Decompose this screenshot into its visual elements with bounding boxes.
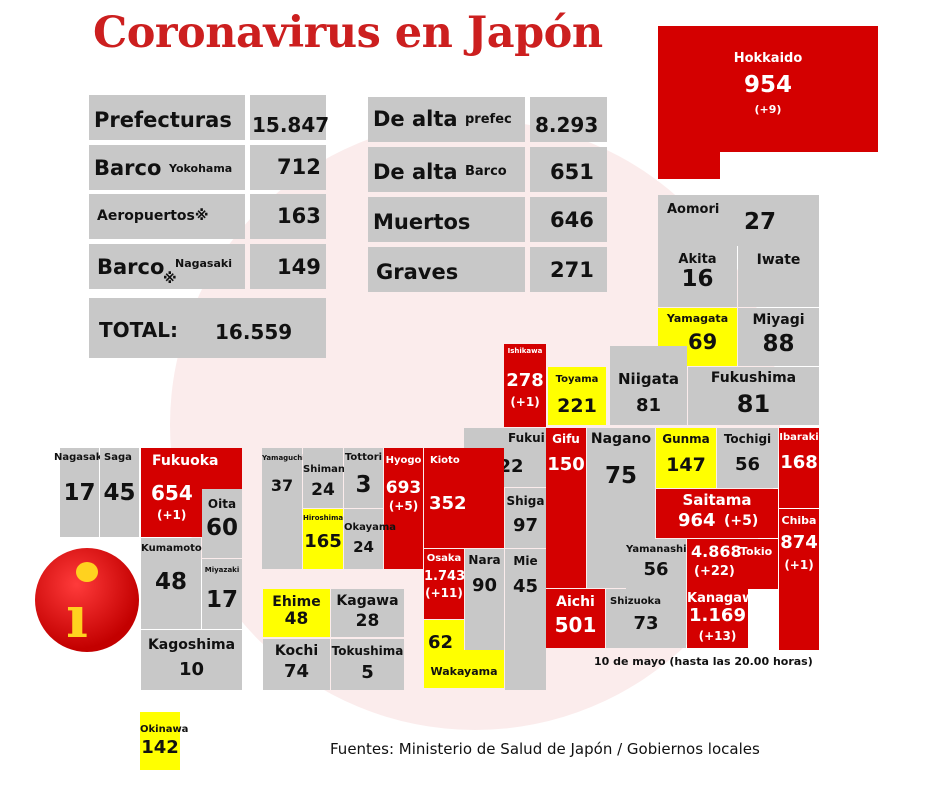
stat-de-alta-barco-label: De alta Barco [368, 147, 525, 192]
prefecture-nagano: Nagano 75 [587, 428, 655, 588]
info-icon-dot [76, 562, 98, 582]
prefecture-aichi: Aichi 501 [546, 589, 605, 648]
prefecture-ishikawa: Ishikawa 278 (+1) [504, 344, 546, 427]
hokkaido-shape [657, 25, 880, 181]
prefecture-yamanashi: Yamanashi 56 [626, 539, 687, 589]
prefecture-saga: Saga 45 [100, 448, 139, 537]
stat-total: TOTAL: 16.559 [89, 298, 326, 358]
prefecture-gunma: Gunma 147 [656, 428, 716, 488]
stat-graves-label: Graves [368, 247, 525, 292]
prefecture-hiroshima: Hiroshima 165 [303, 509, 343, 569]
prefecture-okinawa: Okinawa 142 [140, 712, 188, 770]
stat-muertos-value: 646 [530, 197, 607, 242]
prefecture-hyogo: Hyogo 693 (+5) [384, 448, 423, 569]
stat-barco-nagasaki-label: Barco ※ Nagasaki [89, 244, 245, 289]
prefecture-mie: Mie 45 [505, 549, 546, 690]
prefecture-kagoshima: Kagoshima 10 [141, 630, 242, 690]
prefecture-kochi: Kochi 74 [263, 639, 330, 690]
stat-barco-yokohama-label: Barco Yokohama [89, 145, 245, 190]
prefecture-miyazaki: Miyazaki 17 [202, 559, 242, 629]
prefecture-kumamoto: Kumamoto 48 [141, 538, 202, 629]
prefecture-kanagawa: Kanagawa 1.169 (+13) [687, 589, 763, 648]
stat-barco-nagasaki-value: 149 [250, 244, 326, 289]
prefecture-yamaguchi: Yamaguchi 37 [262, 448, 305, 569]
prefecture-hokkaido: Hokkaido 954 (+9) [733, 51, 803, 116]
prefecture-chiba: Chiba 874 (+1) [779, 509, 819, 650]
prefecture-tokushima: Tokushima 5 [331, 639, 404, 690]
prefecture-kagawa: Kagawa 28 [331, 589, 404, 637]
prefecture-osaka: Osaka 1.743 (+11) [424, 549, 465, 619]
prefecture-okayama: Okayama 24 [344, 509, 396, 569]
stat-aeropuertos-value: 163 [250, 194, 326, 239]
sources: Fuentes: Ministerio de Salud de Japón / … [330, 740, 760, 758]
wakayama-shape [424, 620, 504, 688]
stat-graves-value: 271 [530, 247, 607, 292]
prefecture-kioto: Kioto 352 [424, 448, 504, 548]
prefecture-niigata: Niigata 81 [610, 346, 687, 425]
prefecture-shiga: Shiga 97 [505, 488, 546, 548]
prefecture-oita: Oita 60 [202, 489, 242, 558]
date-note: 10 de mayo (hasta las 20.00 horas) [594, 655, 813, 668]
stat-muertos-label: Muertos [368, 197, 525, 242]
prefecture-wakayama: 62 Wakayama [428, 632, 498, 678]
prefecture-fukui: Fukui 122 [464, 428, 546, 487]
prefecture-tokio: 4.868 Tokio (+22) [687, 539, 778, 589]
prefecture-aomori: Aomori 27 [658, 195, 819, 246]
prefecture-gifu: Gifu 150 [546, 428, 586, 588]
prefecture-tottori: Tottori 3 [344, 448, 383, 508]
info-icon-stem: ı [66, 583, 89, 651]
stat-prefecturas-label: Prefecturas [89, 95, 245, 140]
prefecture-saitama: Saitama 964 (+5) [656, 489, 778, 538]
info-icon: ı [35, 548, 139, 652]
prefecture-ibaraki: Ibaraki 168 [779, 428, 819, 508]
page-title: Coronavirus en Japón [93, 8, 603, 58]
prefecture-miyagi: Miyagi 88 [738, 308, 819, 366]
prefecture-shizuoka: Shizuoka 73 [606, 589, 686, 648]
prefecture-iwate: Iwate [738, 246, 819, 307]
stat-de-alta-barco-value: 651 [530, 147, 607, 192]
stat-de-alta-prefec-value: 8.293 [530, 97, 607, 142]
stat-barco-yokohama-value: 712 [250, 145, 326, 190]
prefecture-tochigi: Tochigi 56 [717, 428, 778, 488]
prefecture-shimane: Shimane 24 [303, 448, 352, 508]
stat-prefecturas-value: 15.847 [250, 95, 329, 140]
prefecture-nagasaki: Nagasaki 17 [54, 448, 106, 537]
stat-de-alta-prefec-label: De alta prefec [368, 97, 525, 142]
prefecture-fukushima: Fukushima 81 [688, 367, 819, 425]
prefecture-nara: Nara 90 [465, 549, 504, 650]
stat-aeropuertos-label: Aeropuertos※ [89, 194, 245, 239]
prefecture-toyama: Toyama 221 [548, 367, 606, 425]
prefecture-akita: Akita 16 [658, 246, 737, 307]
prefecture-ehime: Ehime 48 [263, 589, 330, 637]
